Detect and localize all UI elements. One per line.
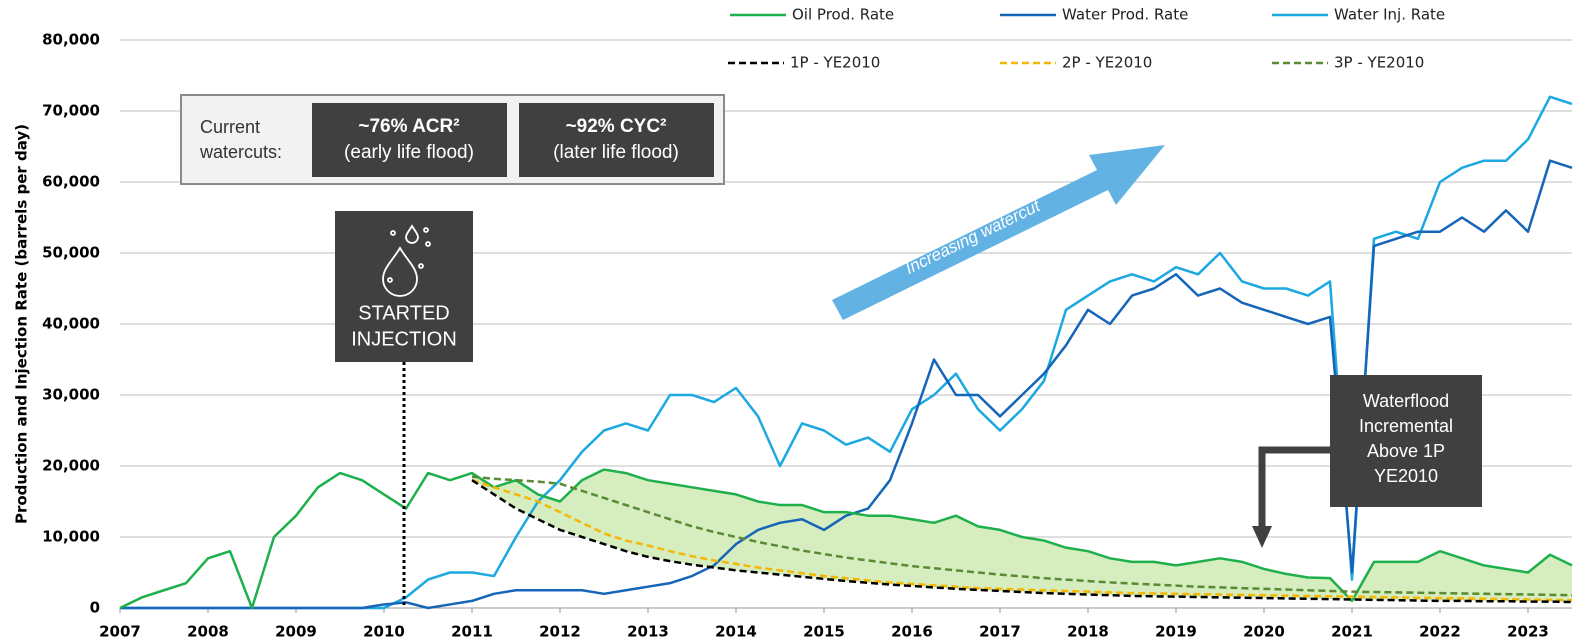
x-tick-label: 2010	[363, 623, 405, 641]
watercut-title: ~92% CYC²	[566, 116, 667, 137]
y-tick-label: 50,000	[42, 244, 100, 262]
x-tick-label: 2021	[1331, 623, 1373, 641]
waterflood-label: YE2010	[1374, 466, 1438, 486]
legend-label: Water Inj. Rate	[1334, 6, 1445, 24]
waterflood-arrowhead	[1252, 526, 1272, 548]
injection-label: STARTED	[358, 302, 450, 324]
incremental-area	[472, 469, 1572, 602]
x-tick-label: 2007	[99, 623, 141, 641]
series-line	[120, 159, 1573, 610]
x-tick-label: 2016	[891, 623, 933, 641]
arrow-label: Increasing watercut	[902, 196, 1044, 278]
legend-label: 3P - YE2010	[1334, 54, 1424, 72]
x-tick-label: 2019	[1155, 623, 1197, 641]
legend-label: 1P - YE2010	[790, 54, 880, 72]
watercut-box	[519, 103, 714, 177]
x-tick-label: 2015	[803, 623, 845, 641]
annotations: Current watercuts: ~76% ACR² (early life…	[180, 94, 1482, 606]
series-line	[119, 468, 1573, 610]
series-line	[471, 479, 1573, 604]
waterflood-box	[1330, 375, 1482, 507]
droplet-icon	[382, 224, 431, 297]
x-tick-label: 2012	[539, 623, 581, 641]
y-tick-label: 20,000	[42, 457, 100, 475]
x-tick-label: 2013	[627, 623, 669, 641]
series-line	[471, 475, 1573, 597]
y-tick-label: 40,000	[42, 315, 100, 333]
y-tick-label: 70,000	[42, 102, 100, 120]
watercut-box	[312, 103, 507, 177]
x-tick-label: 2008	[187, 623, 229, 641]
x-tick-label: 2011	[451, 623, 493, 641]
waterflood-label: Incremental	[1359, 416, 1453, 436]
x-tick-label: 2020	[1243, 623, 1285, 641]
injection-box	[335, 211, 473, 362]
legend-label: 2P - YE2010	[1062, 54, 1152, 72]
y-tick-label: 0	[90, 599, 100, 617]
watercut-title: ~76% ACR²	[358, 116, 459, 137]
watercut-label: watercuts:	[199, 142, 282, 162]
x-tick-label: 2014	[715, 623, 757, 641]
y-axis-label: Production and Injection Rate (barrels p…	[13, 124, 31, 524]
x-tick-label: 2009	[275, 623, 317, 641]
legend-label: Oil Prod. Rate	[792, 6, 894, 24]
series-line	[471, 479, 1573, 602]
y-tick-label: 80,000	[42, 31, 100, 49]
watercut-label: Current	[200, 117, 260, 137]
watercut-subtitle: (later life flood)	[553, 142, 679, 163]
injection-label: INJECTION	[351, 328, 457, 350]
y-tick-label: 60,000	[42, 173, 100, 191]
legend-label: Water Prod. Rate	[1062, 6, 1188, 24]
watercut-arrow	[832, 145, 1165, 320]
x-tick-label: 2018	[1067, 623, 1109, 641]
x-tick-label: 2023	[1507, 623, 1549, 641]
y-tick-label: 30,000	[42, 386, 100, 404]
watercut-subtitle: (early life flood)	[344, 142, 474, 163]
y-tick-label: 10,000	[42, 528, 100, 546]
waterflood-arrow	[1258, 446, 1330, 528]
waterflood-label: Above 1P	[1367, 441, 1445, 461]
x-tick-label: 2017	[979, 623, 1021, 641]
waterflood-label: Waterflood	[1363, 391, 1449, 411]
x-tick-label: 2022	[1419, 623, 1461, 641]
